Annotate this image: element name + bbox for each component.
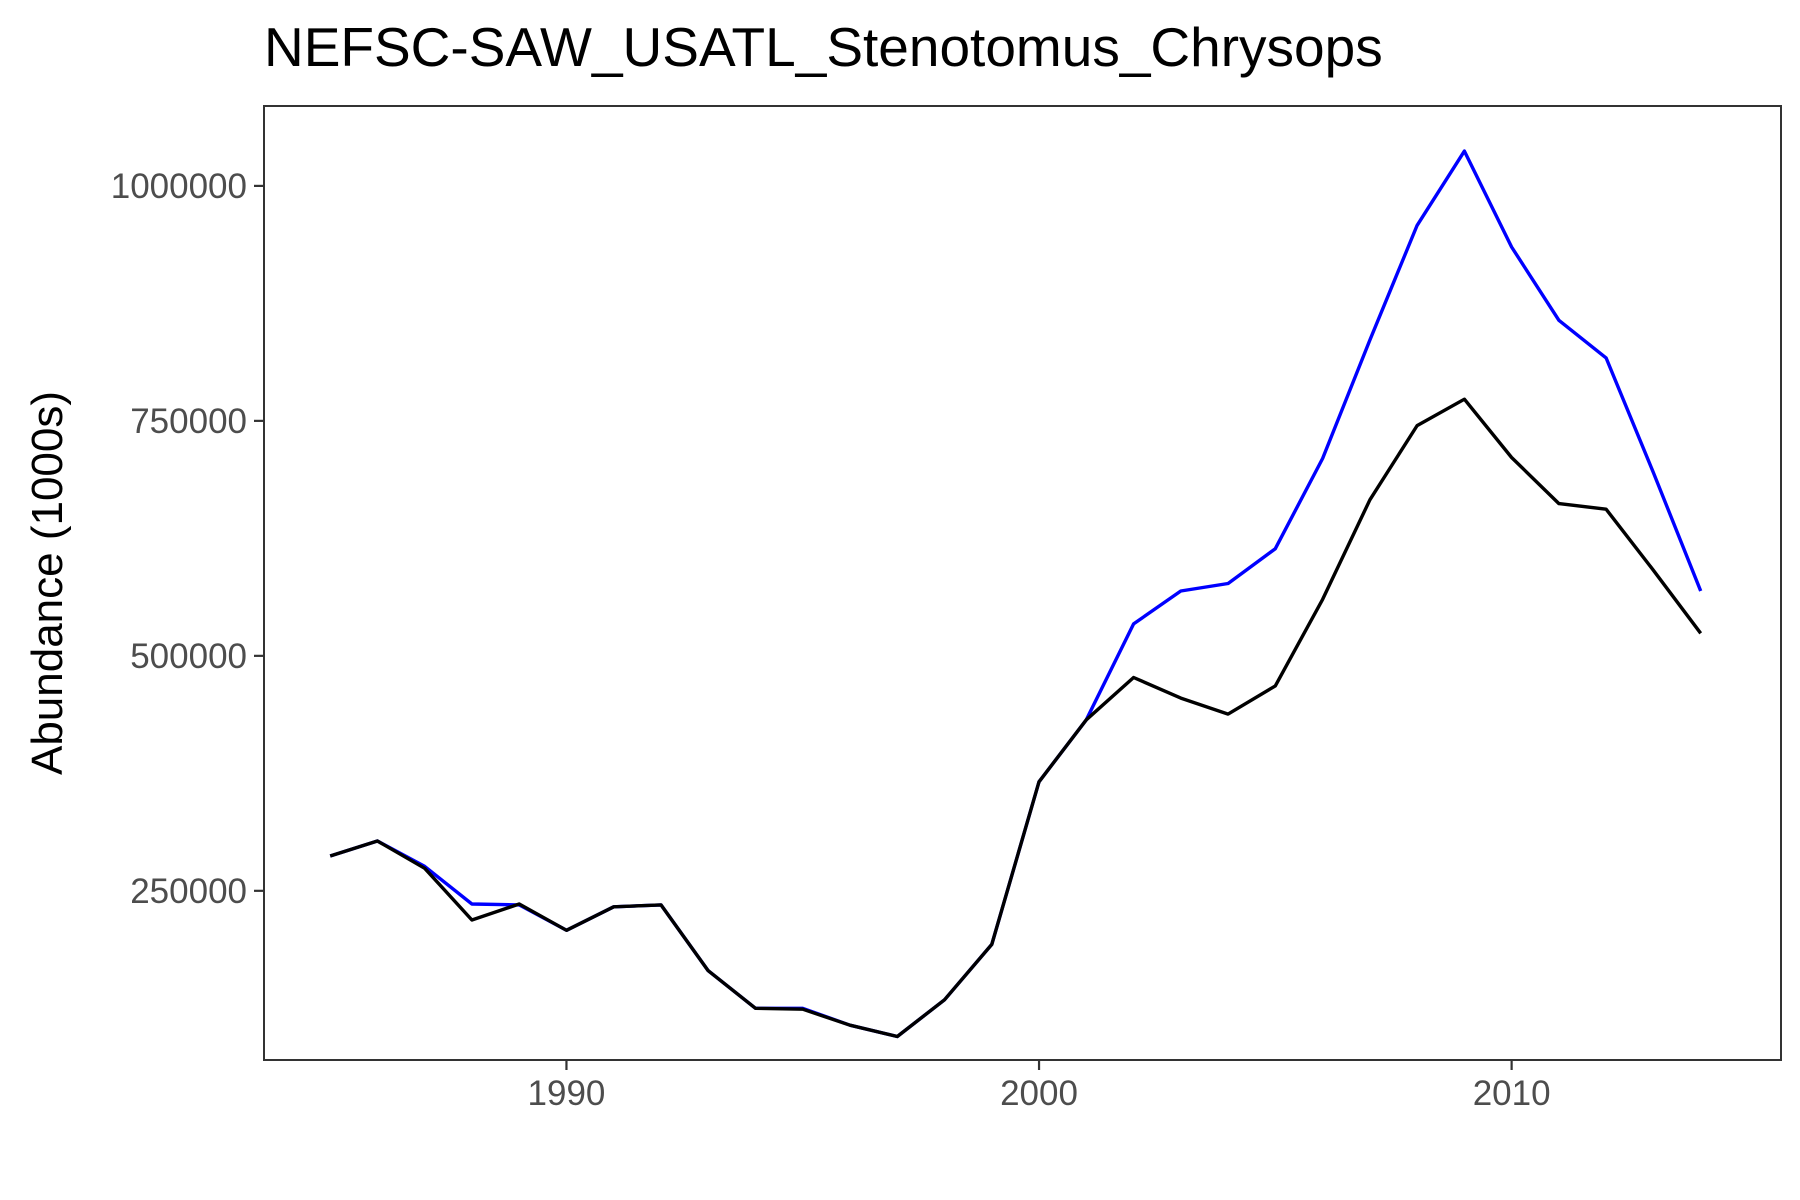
- y-tick-label: 750000: [130, 402, 247, 441]
- x-tick-label: 2010: [1473, 1074, 1551, 1113]
- series-line-1: [329, 149, 1703, 1039]
- plot-panel: [263, 105, 1782, 1061]
- y-axis-title: Abundance (1000s): [23, 391, 72, 775]
- y-tick-label: 500000: [130, 637, 247, 676]
- chart-title: NEFSC-SAW_USATL_Stenotomus_Chrysops: [264, 16, 1383, 78]
- series-line-2: [329, 397, 1703, 1039]
- x-axis: 1990 2000 2010: [528, 1060, 1551, 1113]
- y-tick-label: 250000: [130, 872, 247, 911]
- y-tick-label: 1000000: [111, 167, 247, 206]
- y-axis: 250000 500000 750000 1000000: [111, 167, 264, 911]
- x-tick-label: 1990: [528, 1074, 606, 1113]
- series-layer: [329, 149, 1703, 1039]
- x-tick-label: 2000: [1000, 1074, 1078, 1113]
